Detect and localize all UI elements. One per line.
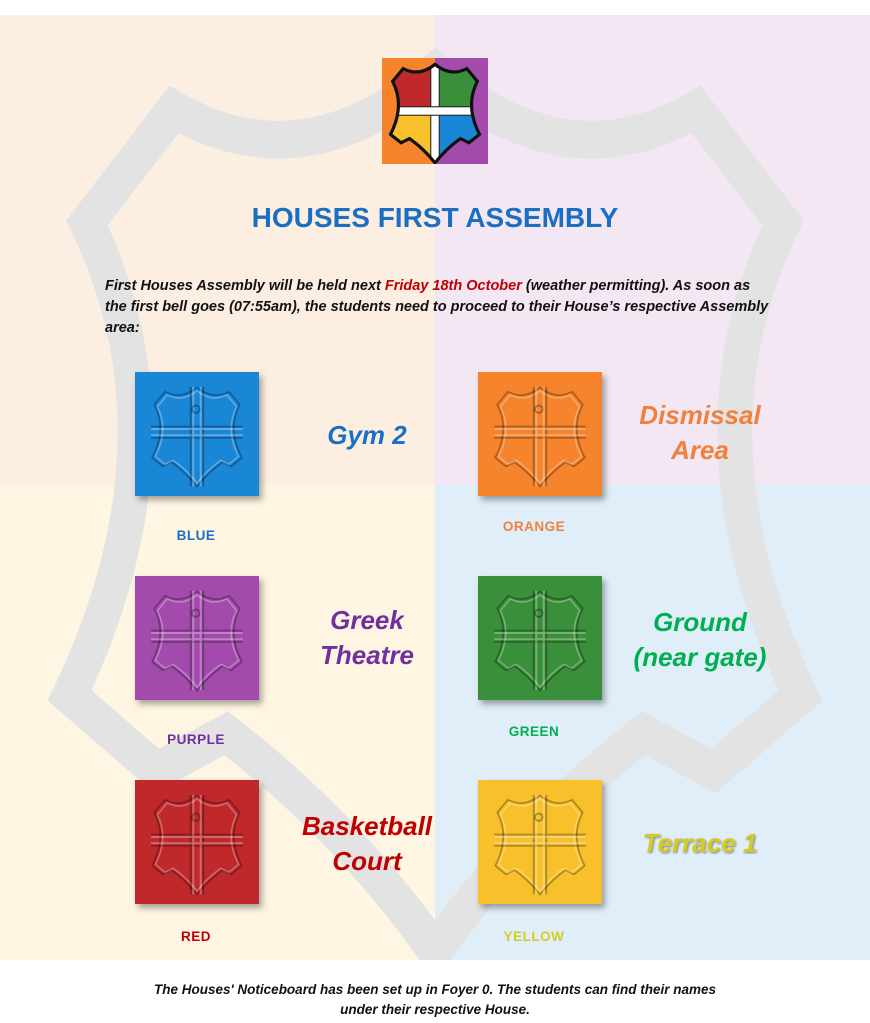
blue-assembly-location: Gym 2 bbox=[247, 418, 487, 453]
orange-house-tile bbox=[478, 372, 602, 496]
red-assembly-location: Basketball Court bbox=[247, 809, 487, 879]
red-house-tile bbox=[135, 780, 259, 904]
location-line-1: Dismissal bbox=[639, 400, 761, 430]
yellow-assembly-location: Terrace 1 bbox=[580, 826, 820, 861]
orange-assembly-location: Dismissal Area bbox=[580, 398, 820, 468]
house-crest-logo bbox=[382, 58, 488, 164]
footer-line-2: under their respective House. bbox=[340, 1002, 530, 1017]
assembly-date: Friday 18th October bbox=[384, 278, 522, 294]
purple-house-tile bbox=[135, 576, 259, 700]
red-house-label: RED bbox=[180, 929, 211, 944]
page-title: HOUSES FIRST ASSEMBLY bbox=[251, 202, 619, 233]
location-line-1: Greek bbox=[330, 605, 404, 635]
orange-house-label: ORANGE bbox=[502, 519, 566, 534]
green-assembly-location: Ground (near gate) bbox=[580, 605, 820, 675]
embossed-shield-icon bbox=[151, 590, 243, 692]
blue-house-tile bbox=[135, 372, 259, 496]
location-line-1: Terrace 1 bbox=[642, 828, 758, 858]
location-line-2: Theatre bbox=[320, 640, 414, 670]
intro-text: First Houses Assembly will be held next bbox=[105, 278, 385, 294]
embossed-shield-icon bbox=[494, 794, 586, 896]
embossed-shield-icon bbox=[494, 590, 586, 692]
location-line-2: Court bbox=[332, 846, 402, 876]
location-line-1: Basketball bbox=[301, 811, 433, 841]
yellow-house-tile bbox=[478, 780, 602, 904]
yellow-house-label: YELLOW bbox=[503, 929, 565, 944]
purple-assembly-location: Greek Theatre bbox=[247, 603, 487, 673]
location-line-2: Area bbox=[671, 435, 729, 465]
location-line-1: Gym 2 bbox=[327, 420, 407, 450]
footer-note: The Houses' Noticeboard has been set up … bbox=[0, 980, 870, 1020]
green-house-label: GREEN bbox=[508, 724, 560, 739]
embossed-shield-icon bbox=[494, 386, 586, 488]
green-house-tile bbox=[478, 576, 602, 700]
embossed-shield-icon bbox=[151, 386, 243, 488]
blue-house-label: BLUE bbox=[176, 528, 216, 543]
intro-paragraph: First Houses Assembly will be held next … bbox=[105, 276, 775, 339]
embossed-shield-icon bbox=[151, 794, 243, 896]
intro-text-rest: (weather permitting). As soon as the fir… bbox=[105, 278, 769, 336]
footer-line-1: The Houses' Noticeboard has been set up … bbox=[153, 982, 717, 997]
location-line-1: Ground bbox=[653, 607, 747, 637]
purple-house-label: PURPLE bbox=[167, 732, 225, 747]
location-line-2: (near gate) bbox=[633, 642, 767, 672]
